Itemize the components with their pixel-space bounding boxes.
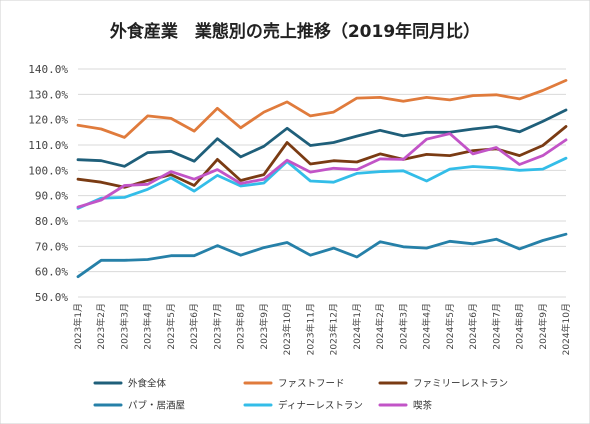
x-tick-label: 2023年2月 bbox=[95, 303, 107, 350]
chart-title: 外食産業 業態別の売上推移（2019年同月比） bbox=[110, 21, 480, 42]
y-axis: 50.0% 60.0% 70.0% 80.0% 90.0% 100.0% 110.0% 120… bbox=[28, 63, 68, 304]
x-tick-label: 2024年8月 bbox=[514, 303, 526, 350]
legend-label: ディナーレストラン bbox=[278, 400, 363, 412]
legend-label: ファミリーレストラン bbox=[413, 379, 508, 390]
x-tick-label: 2024年9月 bbox=[537, 303, 549, 350]
x-tick-label: 2024年6月 bbox=[467, 303, 479, 350]
x-tick-label: 2023年1月 bbox=[72, 303, 84, 350]
series-line-1 bbox=[76, 108, 568, 168]
x-tick-label: 2023年9月 bbox=[258, 303, 270, 350]
x-tick-label: 2023年7月 bbox=[211, 303, 223, 350]
series-line-4 bbox=[76, 232, 568, 279]
y-tick-label: 90.0% bbox=[35, 190, 68, 203]
x-tick-label: 2023年4月 bbox=[142, 303, 154, 350]
series-line-6 bbox=[76, 132, 568, 209]
x-tick-label: 2023年8月 bbox=[235, 303, 247, 350]
x-tick-label: 2023年11月 bbox=[304, 303, 316, 355]
x-tick-label: 2023年12月 bbox=[328, 303, 340, 355]
x-tick-label: 2024年5月 bbox=[444, 303, 456, 350]
x-tick-label: 2023年10月 bbox=[281, 303, 293, 355]
x-axis: 2023年1月 2023年2月 2023年3月 2023年4月 2023年5月 2023年… bbox=[72, 303, 572, 355]
series-lines bbox=[76, 79, 568, 279]
y-tick-label: 50.0% bbox=[35, 291, 68, 304]
x-tick-label: 2023年3月 bbox=[118, 303, 130, 350]
x-tick-label: 2024年10月 bbox=[560, 303, 572, 355]
x-tick-label: 2024年7月 bbox=[490, 303, 502, 350]
y-tick-label: 140.0% bbox=[28, 63, 68, 76]
y-tick-label: 70.0% bbox=[35, 240, 68, 253]
y-tick-label: 130.0% bbox=[28, 88, 68, 101]
y-tick-label: 110.0% bbox=[28, 139, 68, 152]
legend-label: パブ・居酒屋 bbox=[128, 400, 185, 412]
x-tick-label: 2024年1月 bbox=[351, 303, 363, 350]
legend-label: 喫茶 bbox=[413, 400, 433, 412]
legend-label: ファストフード bbox=[278, 379, 345, 390]
series-line-5 bbox=[76, 156, 568, 210]
x-tick-label: 2023年6月 bbox=[188, 303, 200, 350]
series-line-2 bbox=[76, 79, 568, 139]
y-tick-label: 100.0% bbox=[28, 164, 68, 177]
y-tick-label: 80.0% bbox=[35, 215, 68, 228]
y-tick-label: 120.0% bbox=[28, 114, 68, 127]
x-tick-label: 2024年3月 bbox=[397, 303, 409, 350]
y-tick-label: 60.0% bbox=[35, 266, 68, 279]
x-tick-label: 2024年4月 bbox=[421, 303, 433, 350]
x-tick-label: 2024年2月 bbox=[374, 303, 386, 350]
x-tick-label: 2023年5月 bbox=[165, 303, 177, 350]
legend-label: 外食全体 bbox=[128, 378, 167, 390]
